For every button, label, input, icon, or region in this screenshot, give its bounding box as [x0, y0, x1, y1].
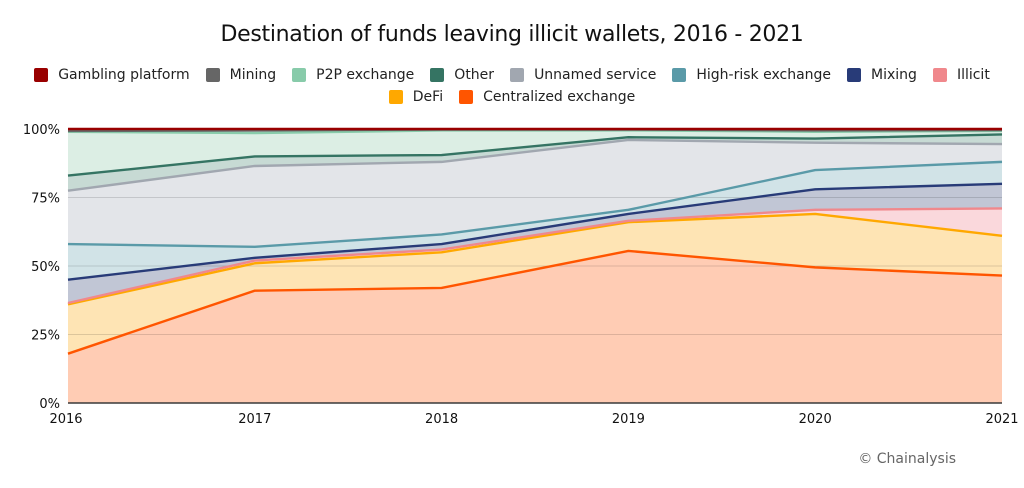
legend-swatch — [430, 68, 445, 82]
legend-label: Unnamed service — [534, 67, 657, 83]
legend-swatch — [292, 68, 307, 82]
legend-swatch — [205, 68, 220, 82]
legend-swatch — [672, 68, 687, 82]
legend-swatch — [847, 68, 862, 82]
y-axis: 0% 25% 50% 75% 100% — [23, 123, 1002, 412]
area-unnamed-service — [68, 139, 1002, 247]
legend-item-gambling-platform: Gambling platform — [34, 67, 190, 83]
line-high-risk-exchange — [67, 160, 1003, 249]
line-illicit — [67, 207, 1003, 305]
line-centralized-exchange — [67, 249, 1003, 355]
legend-label: DeFi — [412, 89, 444, 105]
legend-swatch — [510, 68, 525, 82]
area-centralized-exchange — [68, 250, 1002, 403]
x-tick-label: 2017 — [238, 412, 271, 427]
area-p2p-exchange — [68, 130, 1002, 176]
series-areas — [68, 129, 1002, 403]
legend-item-high-risk-exchange: High-risk exchange — [672, 67, 831, 83]
legend-label: Mixing — [871, 67, 917, 83]
area-other — [68, 134, 1002, 191]
legend-item-p2p-exchange: P2P exchange — [292, 67, 414, 83]
x-tick-label: 2020 — [799, 412, 832, 427]
x-tick-label: 2018 — [425, 412, 458, 427]
x-tick-label: 2019 — [612, 412, 645, 427]
x-axis: 2016 2017 2018 2019 2020 2021 — [49, 412, 1018, 427]
y-tick-label: 75% — [31, 192, 60, 207]
legend-label: High-risk exchange — [696, 67, 832, 83]
legend-label: Gambling platform — [58, 67, 190, 83]
legend-label: Mining — [229, 67, 277, 83]
legend: Gambling platform Mining P2P exchange Other… — [0, 64, 1024, 108]
legend-item-mixing: Mixing — [847, 67, 917, 83]
legend-row-2: DeFi Centralized exchange — [0, 86, 1024, 108]
legend-swatch — [34, 68, 49, 82]
x-tick-label: 2021 — [985, 412, 1018, 427]
legend-item-unnamed-service: Unnamed service — [510, 67, 656, 83]
legend-label: P2P exchange — [316, 67, 415, 83]
y-tick-label: 25% — [31, 329, 60, 344]
area-mixing — [68, 183, 1002, 303]
area-illicit — [68, 208, 1002, 305]
legend-swatch — [932, 68, 947, 82]
y-tick-label: 0% — [39, 397, 60, 412]
line-mixing — [67, 182, 1003, 281]
legend-label: Centralized exchange — [483, 89, 636, 105]
legend-swatch — [388, 90, 403, 104]
chart-title: Destination of funds leaving illicit wal… — [220, 22, 804, 47]
area-high-risk-exchange — [68, 161, 1002, 280]
x-tick-label: 2016 — [49, 412, 82, 427]
legend-item-defi: DeFi — [388, 89, 444, 105]
legend-swatch — [459, 90, 474, 104]
y-tick-label: 50% — [31, 260, 60, 275]
area-defi — [68, 213, 1002, 354]
legend-item-illicit: Illicit — [932, 67, 990, 83]
legend-label: Illicit — [956, 67, 990, 83]
line-defi — [67, 212, 1003, 306]
line-unnamed-service — [67, 138, 1003, 192]
legend-item-other: Other — [430, 67, 494, 83]
legend-label: Other — [454, 67, 495, 83]
line-other — [67, 133, 1003, 177]
y-tick-label: 100% — [23, 123, 60, 138]
legend-row-1: Gambling platform Mining P2P exchange Other… — [0, 64, 1024, 86]
series-lines — [67, 127, 1003, 355]
credit-text: © Chainalysis — [858, 451, 956, 467]
legend-item-centralized-exchange: Centralized exchange — [459, 89, 635, 105]
legend-item-mining: Mining — [205, 67, 277, 83]
